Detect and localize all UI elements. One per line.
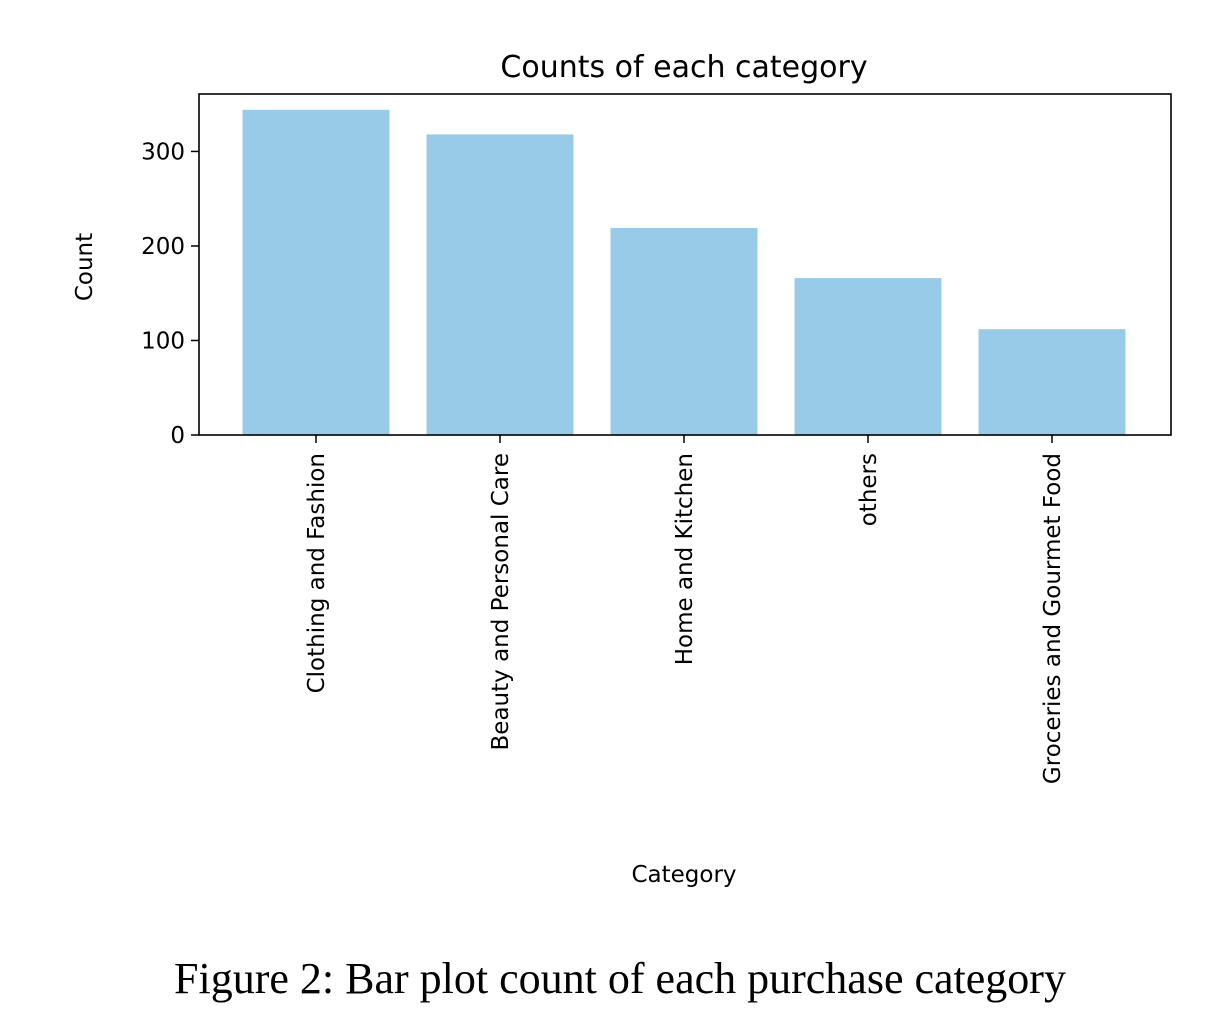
x-tick-label: Groceries and Gourmet Food (1040, 453, 1066, 784)
bar-home-and-kitchen (610, 228, 758, 435)
bar-beauty-and-personal-care (426, 134, 574, 436)
bar-groceries-and-gourmet-food (978, 329, 1126, 435)
x-axis-label: Category (631, 862, 736, 888)
y-axis-label: Count (72, 233, 98, 301)
chart-title: Counts of each category (500, 50, 867, 85)
bar-others (794, 278, 942, 435)
figure-caption: Figure 2: Bar plot count of each purchas… (174, 954, 1066, 1003)
plot-area-frame (198, 93, 1172, 436)
y-tick-label: 100 (141, 328, 185, 354)
x-tick-label: Beauty and Personal Care (488, 453, 514, 750)
y-axis-ticks: 0 100 200 300 (141, 139, 199, 449)
y-tick-label: 200 (141, 234, 185, 260)
y-tick-label: 0 (170, 423, 185, 449)
bar-clothing-and-fashion (242, 109, 390, 435)
x-tick-label: Home and Kitchen (672, 453, 698, 665)
y-tick-label: 300 (141, 139, 185, 165)
x-axis-ticks: Clothing and Fashion Beauty and Personal … (304, 435, 1066, 784)
x-tick-label: Clothing and Fashion (304, 453, 330, 693)
x-tick-label: others (856, 453, 882, 526)
bars-layer (242, 109, 1126, 436)
